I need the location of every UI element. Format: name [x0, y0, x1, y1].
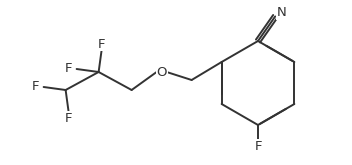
Text: F: F: [98, 37, 105, 50]
Text: F: F: [65, 63, 73, 76]
Text: F: F: [32, 81, 39, 94]
Text: F: F: [65, 112, 73, 125]
Text: F: F: [254, 139, 262, 152]
Text: O: O: [156, 66, 167, 79]
Text: N: N: [276, 6, 286, 19]
